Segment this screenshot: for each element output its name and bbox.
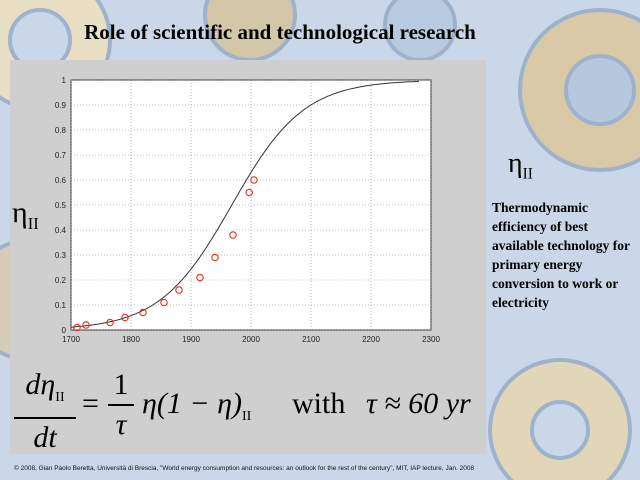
efficiency-chart: 1700 1800 1900 2000 2100 2200 2300 0 0.1 0.2 0.3 0.… <box>55 76 441 344</box>
x-tick-label: 2200 <box>362 335 380 344</box>
x-tick-label: 1700 <box>62 335 80 344</box>
x-tick-label: 1900 <box>182 335 200 344</box>
data-point <box>160 298 168 307</box>
data-point <box>139 308 147 317</box>
y-tick-label: 1 <box>62 76 67 85</box>
derivative-fraction: dηII dt <box>14 368 76 455</box>
x-tick-label: 2300 <box>422 335 440 344</box>
equals-sign: = <box>82 387 99 420</box>
slide-title: Role of scientific and technological res… <box>84 20 476 44</box>
x-tick-label: 2000 <box>242 335 260 344</box>
x-tick-label: 1800 <box>122 335 140 344</box>
formula-tau-value: τ ≈ 60 yr <box>366 387 471 420</box>
y-tick-label: 0.9 <box>55 101 67 110</box>
y-tick-label: 0.1 <box>55 301 67 310</box>
data-point <box>196 273 204 282</box>
tau-fraction: 1 τ <box>108 368 134 442</box>
data-point <box>211 253 219 262</box>
y-tick-label: 0.7 <box>55 151 67 160</box>
data-point <box>82 321 90 329</box>
eta-axis-label: ηII <box>12 196 39 233</box>
y-tick-label: 0.3 <box>55 251 67 260</box>
eta-legend-label: ηII <box>508 148 533 183</box>
x-tick-label: 2100 <box>302 335 320 344</box>
formula-with: with <box>292 387 346 420</box>
copyright-footer: © 2008, Gian Paolo Beretta, Università d… <box>14 465 475 472</box>
y-tick-label: 0.6 <box>55 176 67 185</box>
formula-rhs: η(1 − η)II <box>142 387 252 424</box>
logistic-formula: dηII dt = 1 τ η(1 − η)II with τ ≈ 60 yr <box>14 368 484 455</box>
y-tick-label: 0.8 <box>55 126 67 135</box>
data-point <box>245 188 253 197</box>
data-point <box>229 231 237 239</box>
data-point <box>106 318 114 327</box>
data-point <box>73 323 81 332</box>
y-tick-label: 0.5 <box>55 201 67 210</box>
y-tick-label: 0 <box>62 326 67 335</box>
logistic-curve <box>70 80 420 328</box>
efficiency-description: Thermodynamic efficiency of best availab… <box>492 200 630 310</box>
data-point <box>121 313 129 322</box>
data-point <box>175 286 183 294</box>
y-tick-label: 0.4 <box>55 226 67 235</box>
y-tick-label: 0.2 <box>55 276 67 285</box>
data-point <box>250 176 258 184</box>
